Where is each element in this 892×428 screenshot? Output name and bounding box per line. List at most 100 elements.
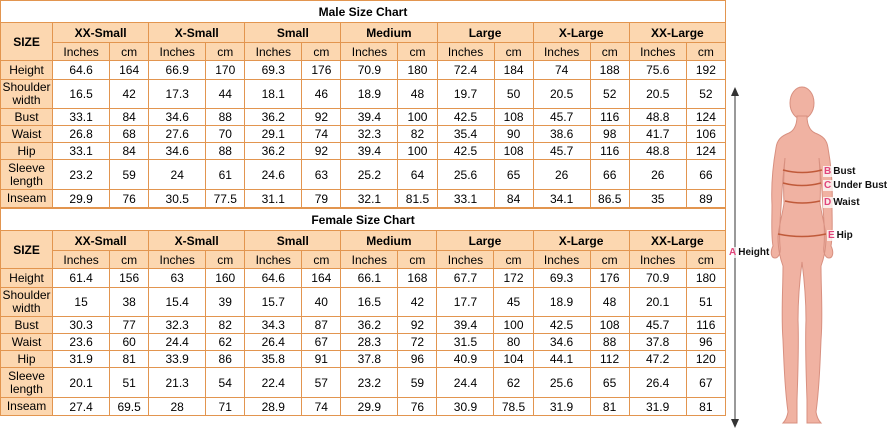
value-cell-cm: 98 — [589, 125, 630, 143]
value-cell-cm: 69.5 — [109, 397, 150, 416]
value-cell-inches: 69.3 — [244, 60, 303, 80]
value-cell-cm: 39 — [205, 287, 246, 317]
value-cell-inches: 29.1 — [244, 125, 303, 143]
value-cell-cm: 180 — [397, 60, 438, 80]
value-cell-inches: 38.6 — [532, 125, 591, 143]
value-cell-inches: 28 — [148, 397, 207, 416]
value-cell-inches: 37.8 — [340, 350, 399, 368]
value-cell-inches: 20.5 — [532, 79, 591, 109]
figure-label-height: A Height — [728, 247, 771, 258]
unit-header: Inches — [340, 42, 399, 61]
value-cell-cm: 48 — [589, 287, 630, 317]
size-column-header: XX-Small — [52, 230, 150, 251]
value-cell-cm: 96 — [685, 333, 727, 351]
value-cell-inches: 70.9 — [340, 60, 399, 80]
figure-label-bust: B Bust — [823, 166, 857, 177]
value-cell-inches: 24.6 — [244, 159, 303, 190]
size-corner-label: SIZE — [0, 22, 54, 61]
value-cell-inches: 35.4 — [436, 125, 495, 143]
value-cell-cm: 84 — [109, 108, 150, 126]
value-cell-cm: 116 — [685, 316, 727, 334]
value-cell-inches: 41.7 — [628, 125, 687, 143]
value-cell-cm: 176 — [589, 268, 630, 288]
height-arrow-bottom-icon — [731, 419, 739, 428]
value-cell-inches: 21.3 — [148, 367, 207, 398]
value-cell-inches: 20.5 — [628, 79, 687, 109]
value-cell-inches: 26 — [532, 159, 591, 190]
row-label: Hip — [0, 142, 54, 160]
unit-header: cm — [301, 42, 342, 61]
value-cell-cm: 77.5 — [205, 189, 246, 208]
table-title: Female Size Chart — [0, 208, 726, 231]
row-label: Height — [0, 60, 54, 80]
value-cell-cm: 164 — [109, 60, 150, 80]
value-cell-inches: 32.1 — [340, 189, 399, 208]
value-cell-cm: 90 — [493, 125, 534, 143]
unit-header: cm — [397, 250, 438, 269]
value-cell-inches: 31.9 — [628, 397, 687, 416]
value-cell-inches: 34.3 — [244, 316, 303, 334]
value-cell-cm: 79 — [301, 189, 342, 208]
value-cell-cm: 52 — [685, 79, 727, 109]
value-cell-inches: 17.7 — [436, 287, 495, 317]
value-cell-cm: 88 — [589, 333, 630, 351]
male-size-chart-table: Male Size Chart SIZE XX-Small X-Small Small M… — [0, 0, 727, 208]
value-cell-inches: 23.6 — [52, 333, 111, 351]
row-label: Waist — [0, 333, 54, 351]
value-cell-cm: 63 — [301, 159, 342, 190]
value-cell-cm: 88 — [205, 142, 246, 160]
row-label: Hip — [0, 350, 54, 368]
value-cell-inches: 16.5 — [52, 79, 111, 109]
value-cell-inches: 28.3 — [340, 333, 399, 351]
value-cell-cm: 92 — [397, 316, 438, 334]
value-cell-inches: 26.4 — [244, 333, 303, 351]
value-cell-inches: 63 — [148, 268, 207, 288]
value-cell-inches: 31.9 — [52, 350, 111, 368]
height-letter: A — [729, 247, 737, 258]
value-cell-cm: 92 — [301, 108, 342, 126]
under-bust-line — [782, 182, 822, 187]
row-label: Bust — [0, 316, 54, 334]
value-cell-cm: 81 — [109, 350, 150, 368]
value-cell-cm: 72 — [397, 333, 438, 351]
value-cell-cm: 168 — [397, 268, 438, 288]
value-cell-inches: 39.4 — [340, 108, 399, 126]
value-cell-inches: 33.1 — [52, 108, 111, 126]
value-cell-cm: 164 — [301, 268, 342, 288]
value-cell-cm: 84 — [493, 189, 534, 208]
value-cell-cm: 100 — [397, 142, 438, 160]
value-cell-inches: 20.1 — [628, 287, 687, 317]
value-cell-cm: 91 — [301, 350, 342, 368]
value-cell-cm: 156 — [109, 268, 150, 288]
unit-header: cm — [493, 42, 534, 61]
value-cell-inches: 22.4 — [244, 367, 303, 398]
value-cell-cm: 81.5 — [397, 189, 438, 208]
unit-header: Inches — [148, 42, 207, 61]
value-cell-cm: 81 — [589, 397, 630, 416]
unit-header: cm — [109, 250, 150, 269]
size-column-header: Large — [436, 22, 534, 43]
unit-header: Inches — [148, 250, 207, 269]
value-cell-cm: 76 — [397, 397, 438, 416]
value-cell-cm: 66 — [589, 159, 630, 190]
row-label: Waist — [0, 125, 54, 143]
value-cell-cm: 57 — [301, 367, 342, 398]
value-cell-cm: 40 — [301, 287, 342, 317]
size-column-header: X-Small — [148, 230, 246, 251]
value-cell-cm: 62 — [493, 367, 534, 398]
table-row: Bust 30.3 77 32.3 82 34.3 87 36.2 92 39.4 100 42.5 1… — [0, 316, 727, 334]
row-label: Bust — [0, 108, 54, 126]
value-cell-cm: 67 — [301, 333, 342, 351]
value-cell-inches: 39.4 — [340, 142, 399, 160]
value-cell-cm: 48 — [397, 79, 438, 109]
value-cell-inches: 16.5 — [340, 287, 399, 317]
value-cell-inches: 48.8 — [628, 108, 687, 126]
value-cell-cm: 46 — [301, 79, 342, 109]
value-cell-cm: 80 — [493, 333, 534, 351]
value-cell-inches: 17.3 — [148, 79, 207, 109]
size-column-header: Small — [244, 230, 342, 251]
unit-header: Inches — [244, 250, 303, 269]
unit-header: Inches — [628, 42, 687, 61]
size-column-header: Large — [436, 230, 534, 251]
